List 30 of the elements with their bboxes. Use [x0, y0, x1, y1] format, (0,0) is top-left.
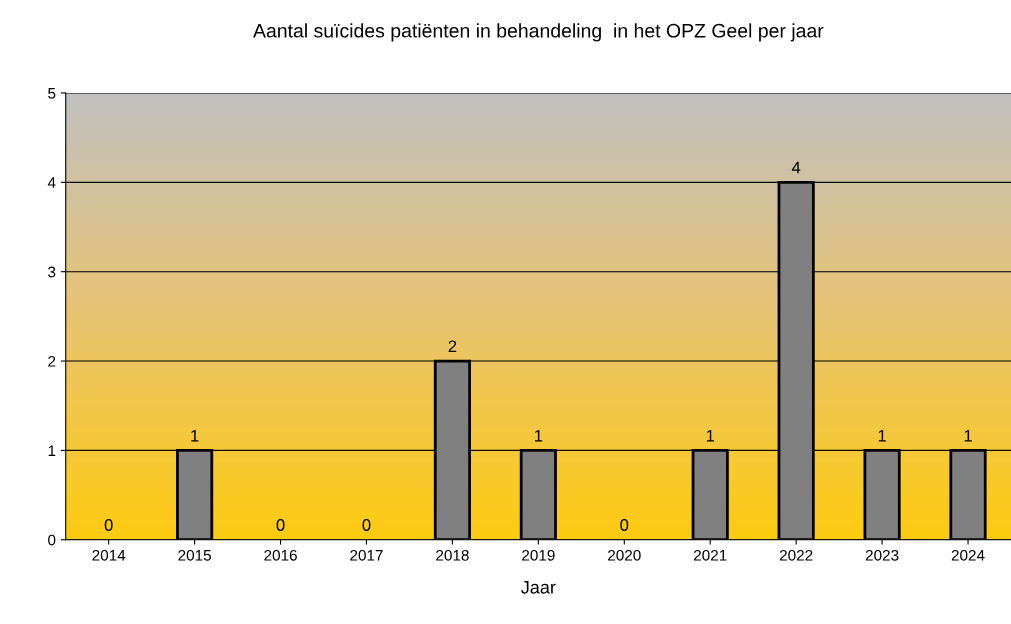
y-tick-label: 5: [48, 88, 56, 99]
data-label: 2: [448, 340, 457, 353]
y-tick-label: 0: [48, 534, 56, 546]
data-label: 0: [276, 519, 285, 531]
y-tick-label: 2: [48, 355, 56, 367]
x-tick-label: 2019: [522, 549, 555, 561]
data-label: 0: [620, 519, 629, 531]
data-label: 1: [706, 429, 715, 442]
data-label: 0: [362, 519, 371, 531]
data-label: 1: [964, 429, 972, 442]
x-tick-label: 2017: [350, 549, 383, 561]
x-tick-label: 2020: [608, 549, 641, 561]
x-tick-label: 2014: [92, 549, 126, 561]
x-tick-label: 2015: [178, 549, 211, 561]
chart-title: Aantal suïcides patiënten in behandeling in het OPZ Geel per jaar: [253, 23, 824, 42]
data-label: 1: [534, 429, 543, 442]
data-label: 1: [878, 429, 886, 442]
x-tick-label: 2023: [865, 549, 899, 561]
y-tick-label: 4: [47, 177, 56, 188]
x-tick-label: 2024: [951, 549, 985, 561]
y-tick-label: 1: [48, 445, 56, 456]
data-label: 0: [104, 519, 113, 531]
data-label: 1: [191, 429, 199, 442]
data-label: 4: [791, 161, 801, 174]
y-tick-label: 3: [48, 266, 56, 278]
x-axis-title: Jaar: [521, 581, 556, 594]
x-tick-label: 2018: [436, 549, 469, 561]
x-tick-label: 2021: [694, 549, 727, 561]
x-tick-label: 2016: [264, 549, 297, 561]
x-tick-label: 2022: [779, 549, 813, 561]
